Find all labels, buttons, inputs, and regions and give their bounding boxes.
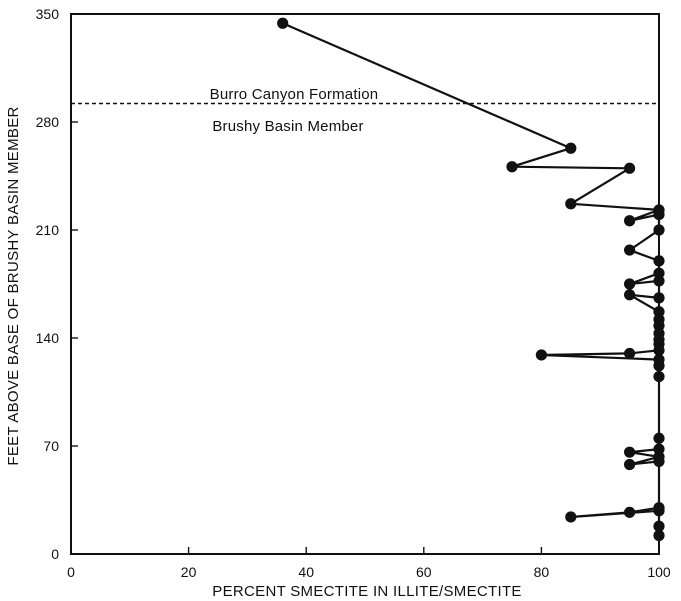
data-point-0-32 xyxy=(624,458,636,471)
data-point-0-24 xyxy=(535,349,548,361)
y-axis-title: FEET ABOVE BASE OF BRUSHY BASIN MEMBER xyxy=(5,106,22,465)
x-tick-label-0: 0 xyxy=(67,564,75,580)
y-tick-label-0: 0 xyxy=(51,546,59,562)
data-point-0-35 xyxy=(624,506,636,518)
data-point-0-1 xyxy=(565,142,577,154)
data-point-0-36 xyxy=(565,511,577,523)
y-tick-label-2: 140 xyxy=(36,330,60,346)
data-point-0-2 xyxy=(506,161,518,173)
axes-group: 0 20 40 60 80 100 0 70 140 210 280 350 xyxy=(36,6,671,580)
y-tick-label-5: 350 xyxy=(36,6,60,22)
x-axis-title: PERCENT SMECTITE IN ILLITE/SMECTITE xyxy=(212,583,521,600)
plot-frame xyxy=(70,13,660,555)
data-point-0-4 xyxy=(565,198,577,210)
x-tick-label-2: 40 xyxy=(298,564,314,580)
lower-member-label: Brushy Basin Member xyxy=(212,118,363,135)
data-point-0-15 xyxy=(624,289,636,301)
data-point-0-9 xyxy=(624,244,636,256)
upper-formation-label: Burro Canyon Formation xyxy=(210,86,379,103)
x-tick-label-3: 60 xyxy=(416,564,432,580)
data-point-0-3 xyxy=(624,162,636,174)
data-point-0-0 xyxy=(277,17,289,29)
x-tick-label-4: 80 xyxy=(534,564,550,580)
y-tick-label-3: 210 xyxy=(36,222,60,238)
data-point-0-12 xyxy=(624,278,636,290)
data-point-0-23 xyxy=(624,347,636,360)
data-point-0-6 xyxy=(624,215,636,227)
y-tick-label-1: 70 xyxy=(43,438,59,454)
y-tick-label-4: 280 xyxy=(36,114,60,130)
x-tick-label-1: 20 xyxy=(181,564,197,580)
data-point-0-30 xyxy=(624,446,636,458)
x-tick-label-5: 100 xyxy=(647,564,671,580)
